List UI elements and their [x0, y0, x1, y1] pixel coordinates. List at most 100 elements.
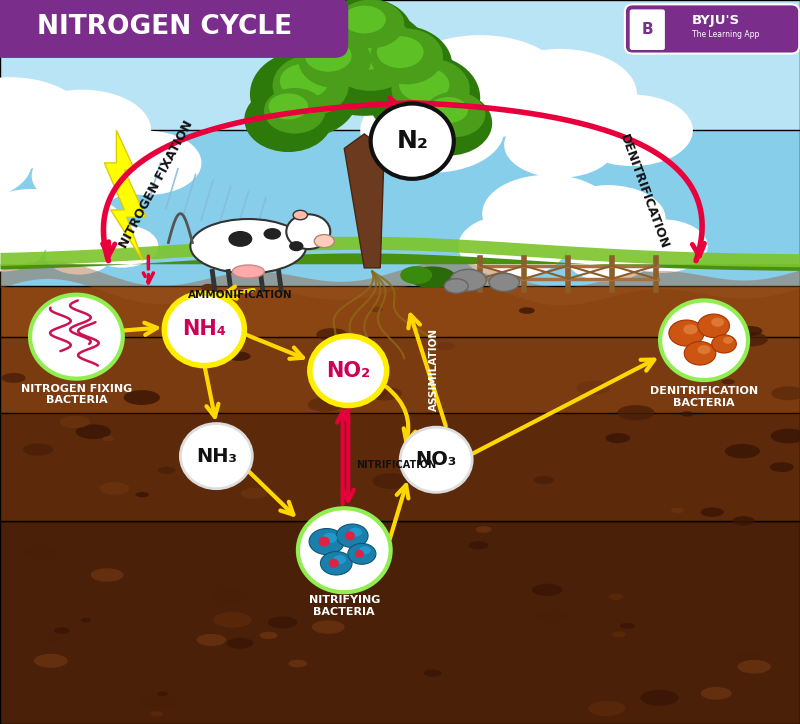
Text: NITROGEN FIXING
BACTERIA: NITROGEN FIXING BACTERIA [21, 384, 132, 405]
Ellipse shape [712, 334, 736, 353]
Ellipse shape [150, 711, 163, 717]
Ellipse shape [566, 232, 650, 282]
Ellipse shape [535, 460, 558, 469]
Ellipse shape [377, 36, 424, 68]
FancyBboxPatch shape [1, 286, 800, 337]
Ellipse shape [577, 381, 610, 395]
Ellipse shape [489, 273, 519, 292]
Ellipse shape [82, 343, 116, 357]
Ellipse shape [684, 342, 716, 365]
Ellipse shape [333, 555, 346, 564]
Ellipse shape [81, 618, 91, 623]
Ellipse shape [298, 32, 371, 88]
Text: NH₃: NH₃ [196, 447, 237, 466]
Ellipse shape [32, 146, 132, 206]
Ellipse shape [48, 350, 79, 363]
Ellipse shape [711, 318, 724, 327]
Ellipse shape [588, 701, 626, 716]
Ellipse shape [190, 219, 306, 274]
Ellipse shape [550, 185, 666, 253]
Ellipse shape [458, 214, 566, 278]
Ellipse shape [33, 198, 125, 251]
Ellipse shape [732, 516, 755, 526]
Ellipse shape [733, 332, 768, 347]
Ellipse shape [322, 533, 337, 543]
Ellipse shape [241, 488, 267, 499]
Ellipse shape [370, 307, 383, 312]
Ellipse shape [686, 342, 714, 354]
Ellipse shape [444, 279, 468, 293]
Ellipse shape [342, 6, 386, 33]
Ellipse shape [226, 638, 254, 649]
Ellipse shape [348, 25, 452, 105]
Ellipse shape [124, 390, 160, 405]
Ellipse shape [698, 348, 726, 361]
Text: NITROGEN CYCLE: NITROGEN CYCLE [37, 14, 292, 40]
Ellipse shape [48, 639, 58, 644]
Ellipse shape [76, 424, 111, 439]
Ellipse shape [296, 7, 432, 116]
Text: The Learning App: The Learning App [692, 30, 759, 39]
Ellipse shape [537, 610, 569, 623]
Text: B: B [642, 22, 653, 37]
Circle shape [400, 427, 472, 492]
Ellipse shape [228, 352, 250, 361]
Polygon shape [105, 130, 146, 261]
Ellipse shape [280, 64, 329, 98]
Ellipse shape [90, 334, 121, 346]
FancyBboxPatch shape [630, 9, 665, 50]
Ellipse shape [683, 324, 698, 334]
Ellipse shape [408, 266, 456, 288]
Ellipse shape [2, 373, 26, 383]
Ellipse shape [201, 284, 215, 291]
Ellipse shape [723, 337, 733, 344]
Ellipse shape [771, 387, 800, 400]
Ellipse shape [392, 35, 568, 139]
Ellipse shape [312, 620, 345, 634]
Ellipse shape [321, 552, 352, 575]
Ellipse shape [770, 429, 800, 443]
Ellipse shape [0, 189, 84, 251]
Ellipse shape [611, 631, 626, 637]
Ellipse shape [289, 660, 307, 668]
Text: NITROGEN FIXATION: NITROGEN FIXATION [117, 119, 195, 251]
Ellipse shape [701, 508, 724, 517]
Ellipse shape [519, 307, 534, 314]
Ellipse shape [286, 214, 330, 249]
Text: N₂: N₂ [396, 129, 428, 153]
Ellipse shape [314, 235, 334, 248]
Ellipse shape [273, 55, 349, 116]
Ellipse shape [309, 529, 344, 555]
Ellipse shape [641, 690, 679, 706]
Circle shape [298, 508, 390, 592]
FancyBboxPatch shape [1, 521, 800, 724]
Ellipse shape [353, 384, 387, 399]
Ellipse shape [437, 342, 455, 350]
FancyBboxPatch shape [1, 293, 800, 724]
Ellipse shape [400, 266, 432, 285]
Circle shape [345, 531, 355, 540]
Text: DENITRIFICATION: DENITRIFICATION [618, 132, 671, 251]
Ellipse shape [368, 387, 402, 400]
Ellipse shape [450, 269, 486, 291]
Circle shape [180, 424, 252, 489]
Text: NO₃: NO₃ [415, 450, 457, 469]
Circle shape [660, 300, 748, 380]
Circle shape [164, 293, 244, 366]
Polygon shape [1, 253, 800, 271]
Ellipse shape [330, 544, 366, 558]
Text: NITRIFICATION: NITRIFICATION [356, 460, 436, 470]
Ellipse shape [391, 59, 470, 119]
Ellipse shape [90, 568, 123, 581]
Ellipse shape [305, 40, 352, 72]
Circle shape [310, 336, 386, 405]
Text: NO₂: NO₂ [326, 361, 370, 381]
Ellipse shape [476, 526, 492, 533]
Ellipse shape [102, 437, 114, 441]
Circle shape [30, 295, 122, 379]
Ellipse shape [13, 90, 151, 171]
Ellipse shape [158, 467, 175, 474]
Ellipse shape [214, 589, 247, 603]
Ellipse shape [59, 416, 90, 428]
Ellipse shape [228, 231, 252, 247]
